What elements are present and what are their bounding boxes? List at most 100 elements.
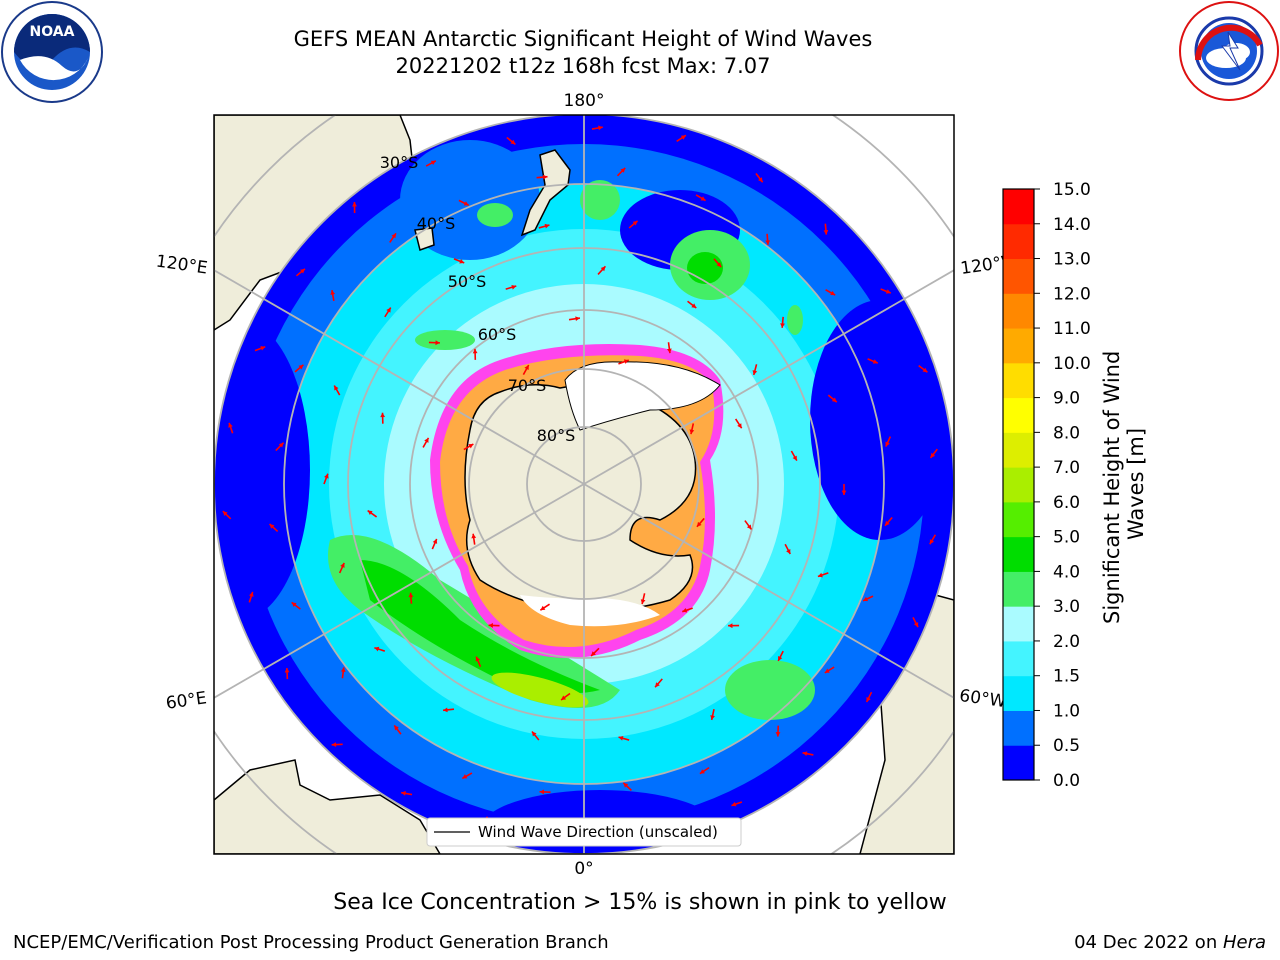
lat-label-70s: 70°S [508, 376, 547, 395]
colorbar-tick-label: 8.0 [1053, 423, 1080, 443]
wave-direction-arrowhead [830, 290, 836, 296]
wave-direction-arrowhead [511, 284, 517, 290]
wave-direction-arrowhead [930, 452, 936, 458]
wave-direction-arrowhead [424, 437, 429, 443]
wave-direction-arrowhead [618, 735, 624, 741]
wave-direction-arrowhead [623, 782, 629, 788]
wave-direction-arrowhead [394, 725, 399, 731]
colorbar-swatch [1003, 536, 1034, 572]
wave-direction-arrowhead [228, 422, 233, 428]
nws-logo-icon [1179, 1, 1279, 101]
wave-direction-arrowhead [824, 668, 830, 673]
colorbar-tick-label: 3.0 [1053, 597, 1080, 617]
wave-direction-arrowhead [666, 348, 672, 354]
colorbar-swatch [1003, 432, 1034, 468]
wave-direction-arrowhead [575, 316, 580, 322]
wave-direction-arrowhead [691, 303, 697, 308]
wave-direction-arrowhead [752, 370, 758, 375]
lon-label-120e: 120°E [155, 252, 209, 279]
wave-direction-arrowhead [386, 307, 391, 313]
wave-direction-arrowhead [291, 602, 297, 607]
wave-direction-arrowhead [802, 751, 808, 757]
wave-direction-arrowhead [620, 167, 626, 173]
graticule [214, 115, 954, 854]
wave-direction-arrowhead [298, 364, 304, 370]
africa-land [214, 759, 441, 854]
wave-direction-arrowhead [472, 348, 478, 354]
wave-direction-arrowhead [913, 622, 919, 628]
colorbar-tick-label: 0.0 [1053, 771, 1080, 791]
wave-direction-arrowhead [401, 791, 406, 796]
colorbar-swatch [1003, 640, 1034, 677]
colorbar [1003, 189, 1034, 781]
lon-label-60e: 60°E [165, 688, 208, 713]
colorbar-tick-label: 13.0 [1053, 250, 1091, 270]
wave-direction-arrowhead [885, 289, 891, 294]
colorbar-swatch [1003, 258, 1034, 294]
wave-direction-arrowhead [278, 442, 284, 448]
colorbar-swatch [1003, 328, 1034, 364]
wave-direction-arrowhead [823, 230, 829, 235]
lat-label-40s: 40°S [417, 214, 456, 233]
wave-direction-arrowhead [884, 520, 890, 526]
wave-direction-arrowhead [443, 707, 448, 713]
ross-ice-shelf [564, 361, 721, 431]
wave-direction-arrowhead [374, 646, 380, 652]
colorbar-swatch [1003, 223, 1034, 260]
map-frame [213, 114, 955, 855]
wave-direction-arrowhead [542, 174, 548, 180]
sea-ice-note: Sea Ice Concentration > 15% is shown in … [333, 890, 947, 915]
map-legend [426, 817, 742, 847]
colorbar-tick-label: 4.0 [1053, 562, 1080, 582]
wave-direction-arrowhead [831, 397, 837, 403]
colorbar-swatch [1003, 501, 1034, 538]
wave-direction-arrowhead [841, 490, 847, 495]
colorbar-tick-label: 12.0 [1053, 284, 1091, 304]
footer-credit: NCEP/EMC/Verification Post Processing Pr… [13, 932, 609, 953]
colorbar-swatch [1003, 293, 1034, 329]
wave-direction-arrowhead [340, 667, 346, 672]
wave-direction-arrowhead [430, 160, 436, 166]
footer-host: Hera [1222, 932, 1266, 953]
colorbar-tick-label: 2.0 [1053, 632, 1080, 652]
colorbar-tick-label: 5.0 [1053, 528, 1080, 548]
legend-label: Wind Wave Direction (unscaled) [478, 823, 718, 841]
footer-date-text: 04 Dec 2022 on [1074, 932, 1223, 953]
colorbar-swatch [1003, 710, 1034, 746]
wave-direction-arrowhead [737, 423, 742, 429]
colorbar-tick-label: 11.0 [1053, 319, 1091, 339]
colorbar-label-line1: Significant Height of Wind [1100, 351, 1124, 624]
wave-direction-arrowhead [746, 524, 752, 530]
colorbar-tick-label: 6.0 [1053, 493, 1080, 513]
lat-label-60s: 60°S [478, 325, 517, 344]
wave-direction-arrowhead [728, 623, 733, 629]
wave-direction-arrowhead [716, 262, 722, 268]
chart-subtitle: 20221202 t12z 168h fcst Max: 7.07 [395, 54, 771, 78]
wind-wave-direction-arrows [222, 125, 938, 841]
noaa-logo-icon: NOAA [1, 1, 103, 103]
noaa-logo-text: NOAA [30, 24, 75, 40]
wave-direction-arrowhead [249, 591, 254, 597]
colorbar-label-line2: Waves [m] [1124, 428, 1148, 540]
new-zealand-land [520, 149, 571, 237]
colorbar-tick-label: 9.0 [1053, 389, 1080, 409]
wave-direction-arrowhead [929, 539, 935, 545]
colorbar-tick-label: 7.0 [1053, 458, 1080, 478]
wave-direction-arrowhead [640, 599, 646, 605]
wave-direction-arrowhead [778, 655, 783, 661]
wave-direction-arrowhead [786, 549, 791, 555]
wave-direction-arrowhead [775, 732, 781, 737]
wave-direction-arrowhead [269, 524, 275, 529]
wave-direction-arrowhead [324, 473, 329, 479]
lat-label-50s: 50°S [448, 272, 487, 291]
wave-direction-arrowhead [462, 774, 468, 779]
colorbar-tick-label: 14.0 [1053, 215, 1091, 235]
wave-direction-arrowhead [340, 562, 345, 568]
wave-direction-arrowhead [655, 682, 660, 688]
wave-direction-arrowhead [922, 367, 928, 373]
wave-direction-arrowhead [623, 359, 629, 364]
wave-direction-arrowhead [598, 125, 603, 131]
colorbar-tick-label: 10.0 [1053, 354, 1091, 374]
wave-direction-arrowhead [544, 223, 550, 229]
colorbar-tick-label: 15.0 [1053, 180, 1091, 200]
